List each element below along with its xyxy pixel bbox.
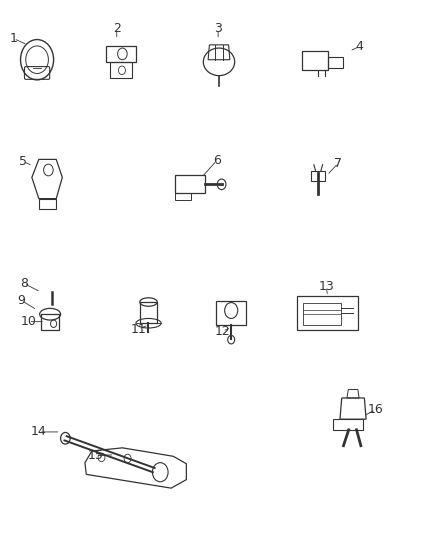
Text: 4: 4 [355, 40, 363, 53]
Text: 13: 13 [318, 280, 334, 293]
Text: 5: 5 [19, 155, 27, 168]
Text: 3: 3 [214, 22, 222, 36]
Text: 14: 14 [31, 425, 47, 439]
Text: 10: 10 [21, 315, 36, 328]
Text: 8: 8 [20, 277, 28, 290]
Text: 1: 1 [10, 32, 18, 45]
Text: 7: 7 [334, 157, 342, 169]
Text: 15: 15 [88, 449, 103, 462]
Text: 16: 16 [368, 403, 384, 416]
Text: 6: 6 [213, 154, 221, 167]
Text: 2: 2 [113, 22, 120, 36]
Text: 12: 12 [215, 325, 230, 338]
Text: 11: 11 [131, 322, 147, 336]
Text: 9: 9 [18, 294, 25, 307]
